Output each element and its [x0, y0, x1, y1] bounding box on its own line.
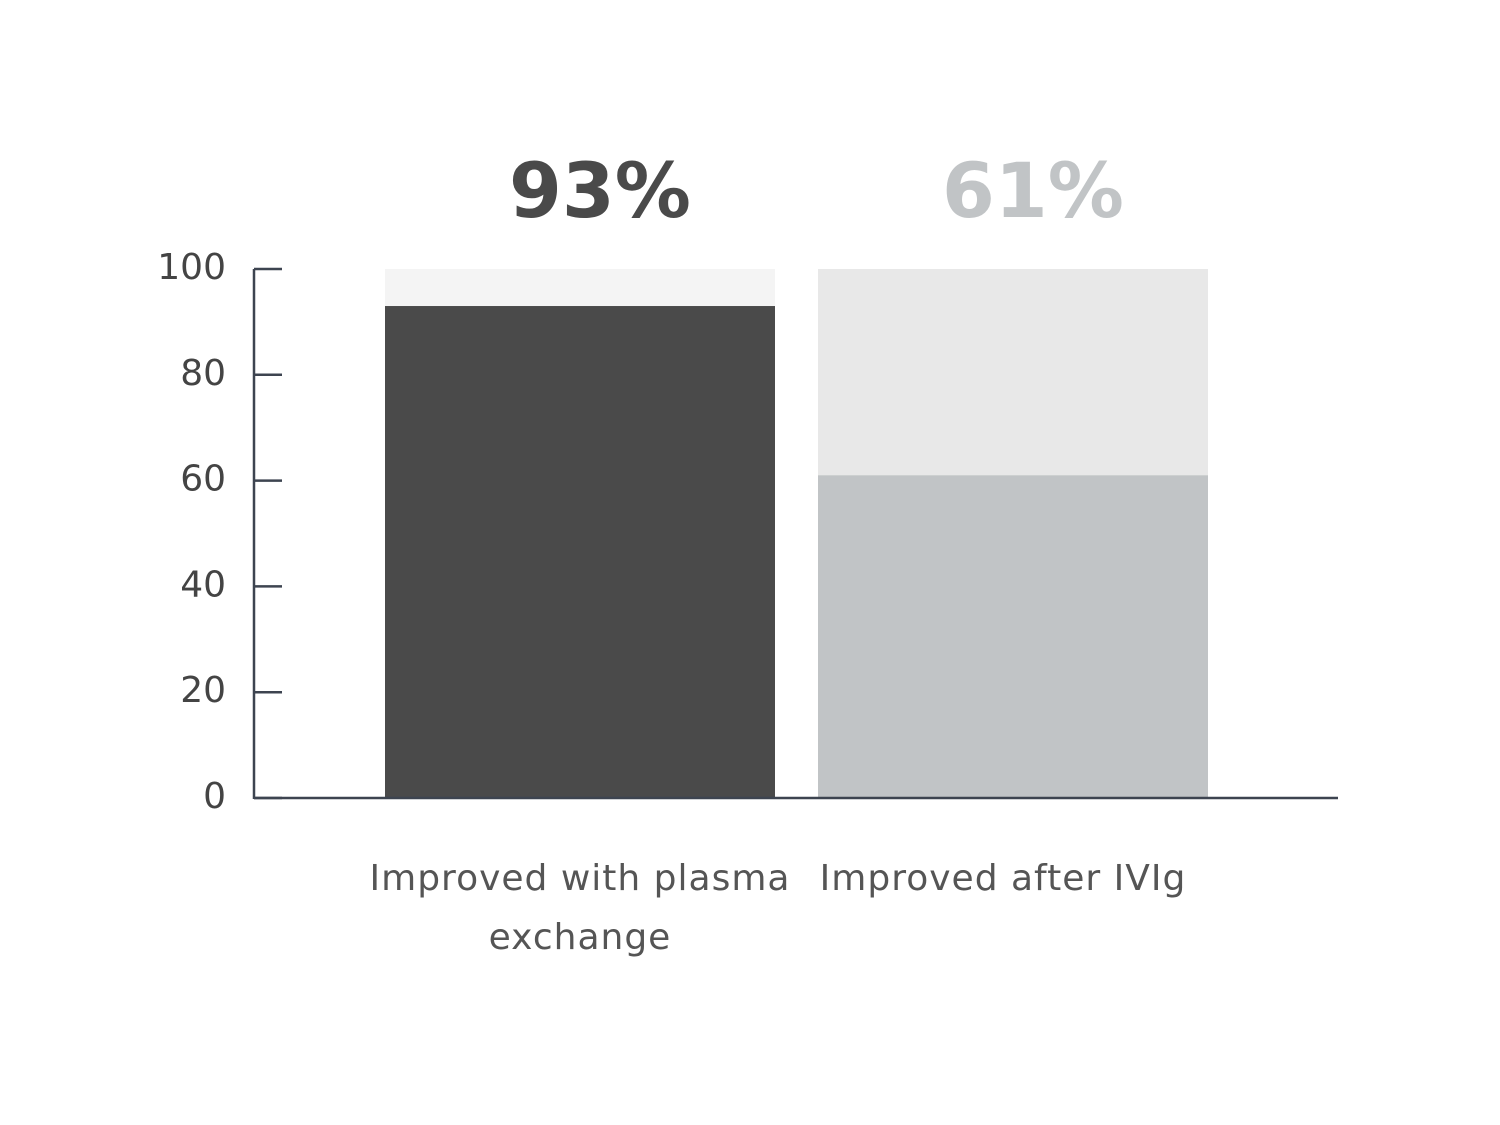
y-tick-label: 100 — [157, 247, 226, 288]
y-tick-label: 0 — [203, 776, 226, 817]
value-label: 93% — [509, 146, 691, 235]
bar — [385, 306, 775, 798]
y-tick-label: 20 — [180, 670, 226, 711]
x-tick-label: Improved with plasma exchange — [369, 858, 791, 958]
y-tick-label: 40 — [180, 564, 226, 605]
x-tick-label: Improved after IVIg — [819, 858, 1187, 899]
y-tick-label: 80 — [180, 353, 226, 394]
bar — [818, 475, 1208, 798]
y-tick-label: 60 — [180, 459, 226, 500]
value-label: 61% — [942, 146, 1124, 235]
